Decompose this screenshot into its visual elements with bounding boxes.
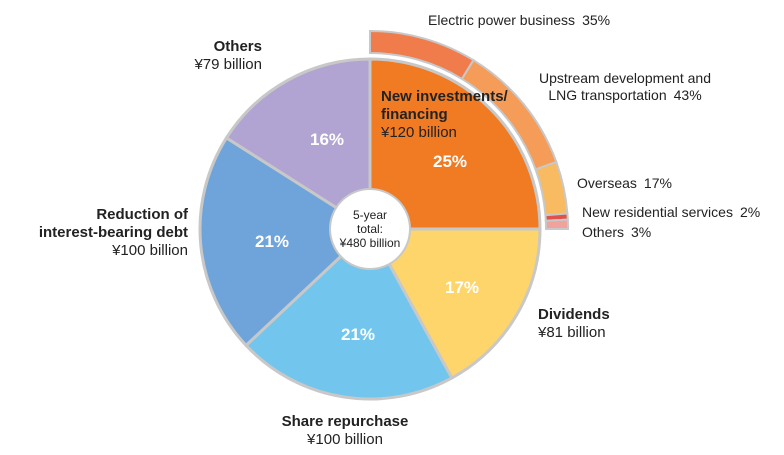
breakdown-label: New residential services 2% [582,204,760,221]
breakdown-label: Upstream development and LNG transportat… [520,70,730,104]
category-amount: ¥100 billion [112,242,188,259]
breakdown-percent: 3% [631,224,652,240]
category-name: Share repurchase [281,413,409,430]
category-label: New investments/ financing ¥120 billion [381,88,508,142]
breakdown-name: Overseas [577,175,637,191]
category-amount: ¥81 billion [538,324,606,341]
category-name: Reduction of interest-bearing debt [38,206,188,241]
percent-label: 16% [309,130,345,149]
category-name: Dividends [538,306,610,323]
breakdown-name: Electric power business [428,12,576,28]
percent-label: 21% [340,325,376,344]
pie-slice [367,227,542,381]
category-label: Reduction of interest-bearing debt ¥100 b… [39,206,188,260]
breakdown-name: Others [582,224,625,240]
breakdown-percent: 35% [582,12,611,28]
pie-slice [224,57,372,232]
percent-label: 25% [432,152,468,171]
category-amount: ¥100 billion [307,431,383,448]
category-name: Others [213,38,262,55]
percent-label: 17% [444,278,480,297]
breakdown-arc [544,218,570,230]
category-label: Dividends ¥81 billion [538,306,610,342]
breakdown-arc [534,160,569,217]
breakdown-percent: 17% [643,175,672,191]
center-label-line: ¥480 billion [339,236,401,250]
center-circle [329,188,411,270]
category-label: Share repurchase ¥100 billion [245,413,445,449]
pie-slice [368,57,542,231]
breakdown-label: Others 3% [582,224,651,241]
percent-label: 21% [254,232,290,251]
category-amount: ¥79 billion [194,56,262,73]
center-label-line: total: [356,222,383,236]
breakdown-label: Overseas 17% [577,175,672,192]
center-label: 5-year total: ¥480 billion [325,208,415,250]
breakdown-name: New residential services [582,204,733,220]
center-label-line: 5-year [352,208,387,222]
pie-slice [198,135,373,348]
breakdown-percent: 43% [673,87,702,103]
breakdown-label: Electric power business 35% [428,12,610,29]
breakdown-name: Upstream development and LNG transportat… [539,70,711,103]
breakdown-percent: 2% [739,204,761,220]
category-name: New investments/ financing [381,88,508,123]
pie-slice [243,226,454,401]
category-amount: ¥120 billion [381,124,457,141]
category-label: Others ¥79 billion [194,38,262,74]
